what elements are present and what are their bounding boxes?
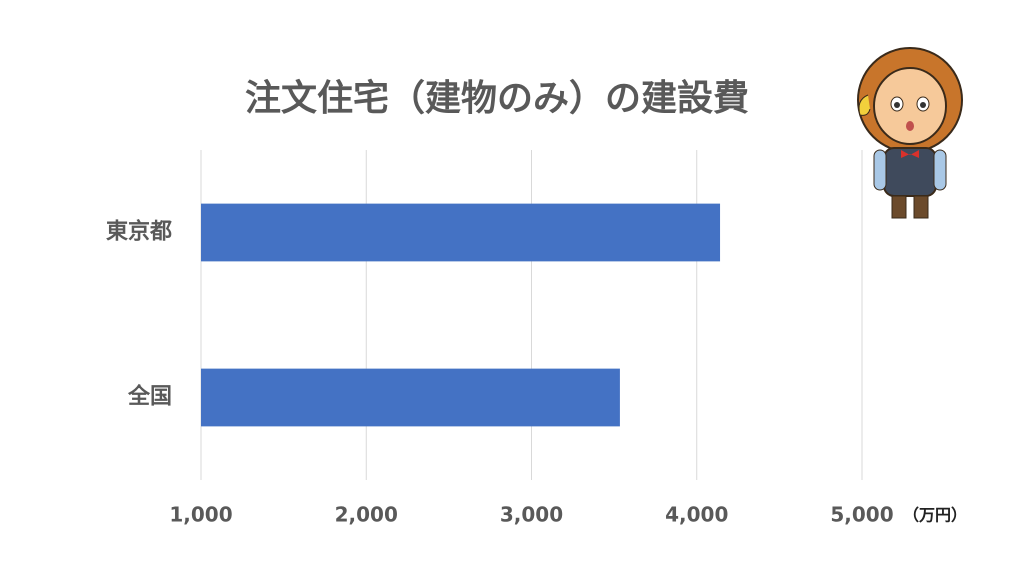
- x-tick-label: 1,000: [169, 503, 232, 527]
- chart-title: 注文住宅（建物のみ）の建設費: [245, 77, 749, 119]
- y-tick-label: 全国: [127, 384, 172, 410]
- x-tick-label: 4,000: [665, 503, 728, 527]
- y-tick-label: 東京都: [106, 219, 172, 245]
- x-tick-label: 2,000: [335, 503, 398, 527]
- bar: [201, 203, 721, 262]
- x-unit-label: （万円）: [903, 506, 967, 525]
- x-tick-label: 5,000: [830, 503, 893, 527]
- mascot: [857, 47, 963, 219]
- bar: [201, 368, 620, 427]
- x-tick-label: 3,000: [500, 503, 563, 527]
